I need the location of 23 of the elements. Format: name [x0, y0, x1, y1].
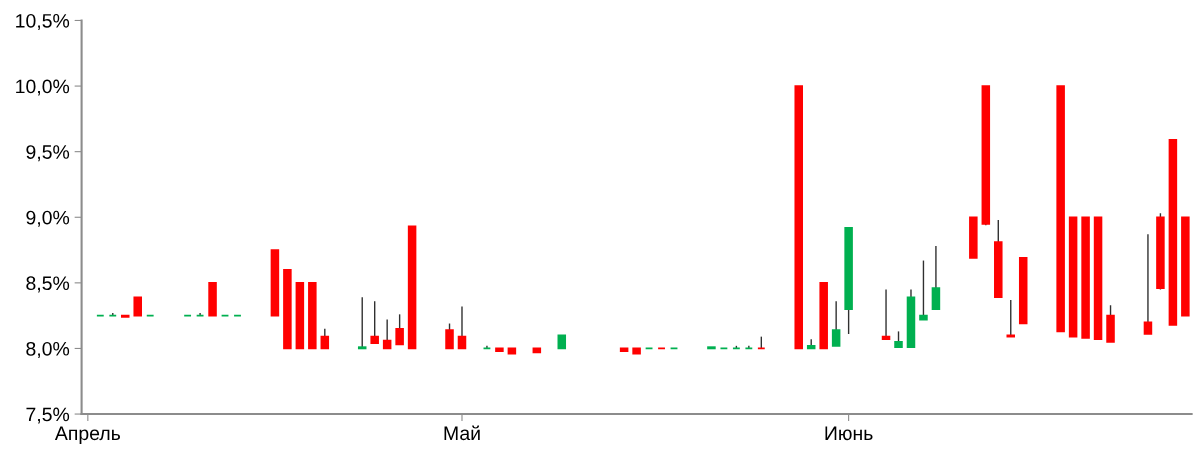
x-tick-label: Июнь [825, 426, 873, 441]
y-tick-label: 9,0% [26, 210, 70, 227]
candlestick [919, 259, 928, 321]
candlestick [931, 245, 941, 310]
candlestick [1143, 233, 1153, 335]
y-tick-label: 10,5% [16, 13, 70, 31]
candlestick [457, 305, 467, 350]
y-tick-label: 8,5% [26, 276, 70, 293]
candlestick [881, 288, 891, 341]
candlestick [382, 318, 392, 350]
x-tick-label: Апрель [54, 426, 121, 444]
y-tick-label: 9,5% [26, 145, 70, 162]
candlestick [133, 296, 142, 317]
candlestick [320, 328, 330, 350]
x-tick-label: Май [444, 425, 480, 441]
candlestick [831, 300, 841, 347]
candlestick [395, 313, 404, 346]
candlestick [370, 300, 379, 345]
candlestick [357, 296, 367, 350]
y-tick-label: 8,0% [26, 341, 70, 358]
y-tick-label: 10,0% [16, 79, 70, 96]
candlestick [445, 322, 454, 350]
y-tick-label: 7,5% [26, 407, 70, 424]
